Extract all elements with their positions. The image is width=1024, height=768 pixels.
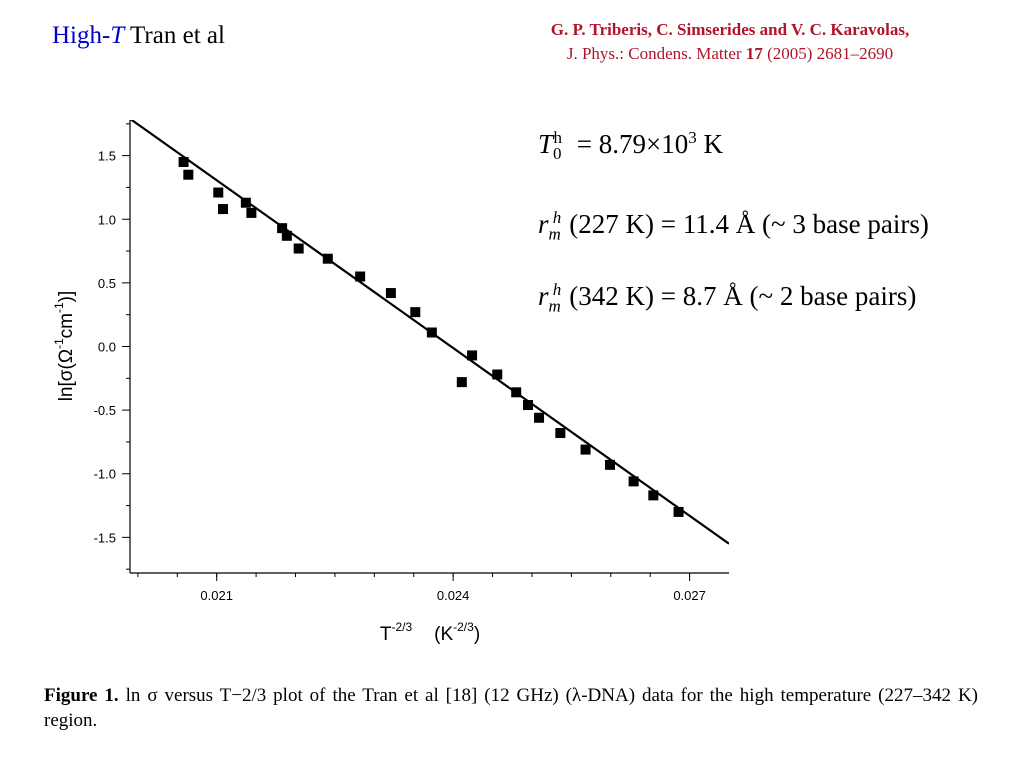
formula1-sub: 0 bbox=[553, 144, 562, 164]
data-point bbox=[246, 207, 257, 218]
formula1-sup: h bbox=[553, 128, 563, 147]
y-tick-label: 1.0 bbox=[98, 212, 116, 227]
formula3-sup: h bbox=[552, 280, 562, 299]
formula2-sub: m bbox=[548, 224, 561, 244]
formula-rm-342: rmh (342 K) = 8.7 Å (~ 2 base pairs) bbox=[538, 280, 916, 316]
formula3-sub: m bbox=[548, 296, 561, 316]
formula1-exp: 3 bbox=[688, 128, 697, 147]
formula1-unit: K bbox=[696, 129, 724, 159]
x-axis-label: T-2/3 (K-2/3) bbox=[380, 620, 480, 645]
y-tick-label: -0.5 bbox=[94, 403, 116, 418]
formula3-note: (~ 2 base pairs) bbox=[742, 281, 917, 311]
data-point bbox=[628, 476, 639, 487]
data-point bbox=[580, 444, 591, 455]
data-point bbox=[218, 204, 229, 215]
y-tick-label: 0.0 bbox=[98, 340, 116, 355]
x-tick-label: 0.027 bbox=[673, 588, 706, 603]
data-point bbox=[355, 271, 366, 282]
formula-rm-227: rmh (227 K) = 11.4 Å (~ 3 base pairs) bbox=[538, 208, 929, 244]
data-point bbox=[456, 377, 467, 388]
formula1-var: T bbox=[538, 129, 554, 159]
scatter-chart: 1.5 1.0 0.5 0.0 -0.5 -1.0 -1.5 0.021 0.024 0.027 T… bbox=[52, 120, 729, 645]
data-point bbox=[555, 428, 566, 439]
formula2-arg: (227 K) = 11.4 Å bbox=[569, 209, 756, 239]
journal-volume: 17 bbox=[745, 43, 763, 63]
data-point bbox=[240, 197, 251, 208]
formula3-arg: (342 K) = 8.7 Å bbox=[569, 281, 743, 311]
data-point bbox=[281, 230, 292, 241]
data-point bbox=[673, 506, 684, 517]
journal-pages: (2005) 2681–2690 bbox=[762, 43, 894, 63]
data-point bbox=[426, 327, 437, 338]
data-point bbox=[322, 253, 333, 264]
title-suffix: Tran et al bbox=[124, 22, 225, 49]
data-point bbox=[523, 400, 534, 411]
data-point bbox=[277, 223, 288, 234]
formula2-sup: h bbox=[552, 208, 562, 227]
slide-title: High-T Tran et al bbox=[52, 22, 225, 50]
data-point bbox=[410, 307, 421, 318]
formula3-var: r bbox=[538, 281, 549, 311]
formula2-var: r bbox=[538, 209, 549, 239]
formula-t0: T0h = 8.79×103 K bbox=[538, 128, 723, 164]
y-tick-label: 0.5 bbox=[98, 276, 116, 291]
data-point bbox=[511, 387, 522, 398]
x-tick-label: 0.021 bbox=[200, 588, 233, 603]
title-prefix: High- bbox=[52, 22, 111, 49]
formula2-note: (~ 3 base pairs) bbox=[755, 209, 929, 239]
y-axis-label: ln[σ(Ω-1cm-1)] bbox=[52, 291, 77, 402]
data-point bbox=[385, 288, 396, 299]
citation-journal: J. Phys.: Condens. Matter 17 (2005) 2681… bbox=[430, 42, 1024, 66]
data-point bbox=[213, 187, 224, 198]
caption-text: ln σ versus T−2/3 plot of the Tran et al… bbox=[44, 685, 978, 731]
journal-name: J. Phys.: Condens. Matter bbox=[566, 43, 746, 63]
formula1-rhs: = 8.79×10 bbox=[570, 129, 689, 159]
data-point bbox=[648, 490, 659, 501]
data-point bbox=[183, 169, 194, 180]
figure-caption: Figure 1. ln σ versus T−2/3 plot of the … bbox=[44, 684, 978, 733]
title-italic: T bbox=[110, 22, 125, 49]
y-tick-label: -1.5 bbox=[94, 530, 116, 545]
data-point bbox=[467, 350, 478, 361]
x-tick-label: 0.024 bbox=[437, 588, 470, 603]
data-point bbox=[492, 369, 503, 380]
citation-authors: G. P. Triberis, C. Simserides and V. C. … bbox=[550, 20, 910, 39]
y-tick-label: -1.0 bbox=[94, 467, 116, 482]
data-point bbox=[604, 459, 615, 470]
y-tick-label: 1.5 bbox=[98, 149, 116, 164]
data-point bbox=[293, 243, 304, 254]
citation: G. P. Triberis, C. Simserides and V. C. … bbox=[430, 18, 1024, 66]
data-point bbox=[178, 156, 189, 167]
data-point bbox=[534, 412, 545, 423]
caption-label: Figure 1. bbox=[44, 685, 119, 706]
